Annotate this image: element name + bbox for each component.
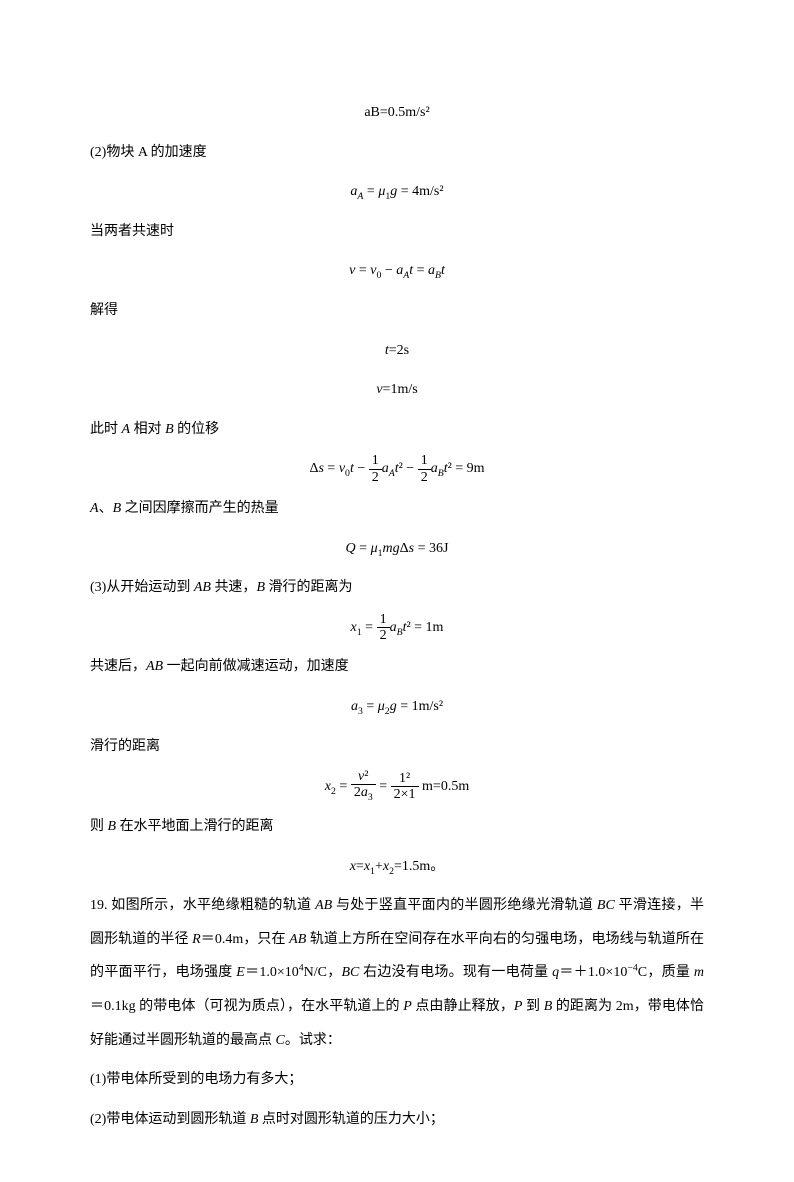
equation-aB: aB=0.5m/s² <box>90 96 704 130</box>
text-heat: A、B 之间因摩擦而产生的热量 <box>90 492 704 526</box>
text-same-speed: 当两者共速时 <box>90 215 704 249</box>
text-deceleration: 共速后，AB 一起向前做减速运动，加速度 <box>90 650 704 684</box>
text-solve: 解得 <box>90 294 704 328</box>
text-part3: (3)从开始运动到 AB 共速，B 滑行的距离为 <box>90 571 704 605</box>
question-2: (2)带电体运动到圆形轨道 B 点时对圆形轨道的压力大小； <box>90 1103 704 1137</box>
equation-v: v = v0 − aAt = aBt <box>90 254 704 288</box>
equation-x2: x2 = v²2a3 = 1²2×1 m=0.5m <box>90 769 704 804</box>
problem-19: 19. 如图所示，水平绝缘粗糙的轨道 AB 与处于竖直平面内的半圆形绝缘光滑轨道… <box>90 889 704 1057</box>
equation-aA: aA = μ1g = 4m/s² <box>90 175 704 209</box>
equation-a3: a3 = μ2g = 1m/s² <box>90 690 704 724</box>
equation-delta-s: Δs = v0t − 12aAt² − 12aBt² = 9m <box>90 452 704 486</box>
text-part2: (2)物块 A 的加速度 <box>90 136 704 170</box>
equation-Q: Q = μ1mgΔs = 36J <box>90 532 704 566</box>
equation-x1: x1 = 12aBt² = 1m <box>90 611 704 645</box>
text-total-distance: 则 B 在水平地面上滑行的距离 <box>90 810 704 844</box>
equation-v-result: v=1m/s <box>90 373 704 407</box>
text-slide-distance: 滑行的距离 <box>90 730 704 764</box>
question-1: (1)带电体所受到的电场力有多大； <box>90 1063 704 1097</box>
equation-t: t=2s <box>90 334 704 368</box>
equation-x-total: x=x1+x2=1.5m。 <box>90 850 704 884</box>
document-page: aB=0.5m/s² (2)物块 A 的加速度 aA = μ1g = 4m/s²… <box>0 0 794 1182</box>
text-displacement: 此时 A 相对 B 的位移 <box>90 413 704 447</box>
